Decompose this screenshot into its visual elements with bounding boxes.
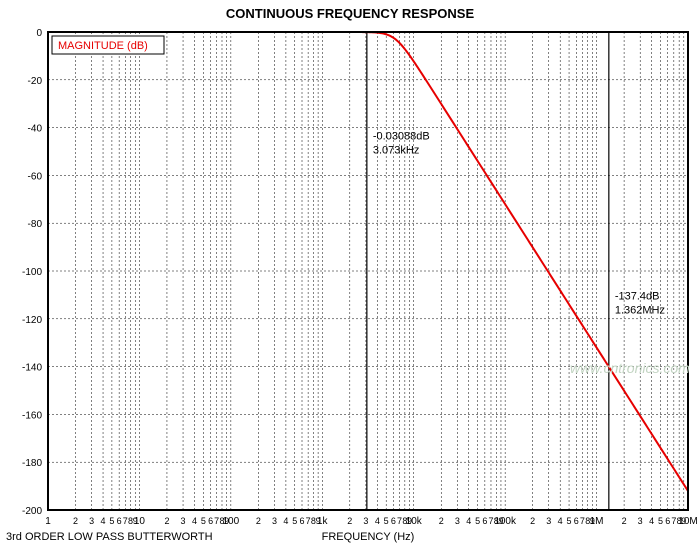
svg-text:100: 100 (223, 516, 240, 527)
chart-title: CONTINUOUS FREQUENCY RESPONSE (226, 6, 475, 21)
svg-text:10: 10 (134, 516, 146, 527)
svg-text:-140: -140 (22, 363, 42, 374)
svg-text:3: 3 (455, 516, 460, 526)
svg-text:7: 7 (671, 516, 676, 526)
bode-plot: CONTINUOUS FREQUENCY RESPONSE12345678910… (0, 0, 700, 555)
svg-text:10k: 10k (406, 516, 423, 527)
x-axis-label: FREQUENCY (Hz) (322, 531, 415, 543)
svg-text:0: 0 (36, 28, 42, 39)
svg-text:2: 2 (530, 516, 535, 526)
svg-text:7: 7 (488, 516, 493, 526)
svg-text:7: 7 (397, 516, 402, 526)
svg-text:-200: -200 (22, 506, 42, 517)
svg-text:2: 2 (347, 516, 352, 526)
svg-text:2: 2 (439, 516, 444, 526)
svg-text:5: 5 (109, 516, 114, 526)
annotation-text: 1.362MHz (615, 305, 665, 317)
svg-text:6: 6 (574, 516, 579, 526)
svg-text:3: 3 (89, 516, 94, 526)
svg-text:7: 7 (214, 516, 219, 526)
svg-text:-160: -160 (22, 410, 42, 421)
svg-text:4: 4 (466, 516, 471, 526)
watermark: www.cntronics.com (570, 360, 690, 376)
svg-text:3: 3 (181, 516, 186, 526)
svg-text:-180: -180 (22, 458, 42, 469)
annotation-text: -137.4dB (615, 291, 660, 303)
svg-text:3: 3 (272, 516, 277, 526)
legend-label: MAGNITUDE (dB) (58, 40, 148, 52)
svg-text:6: 6 (665, 516, 670, 526)
svg-text:5: 5 (567, 516, 572, 526)
svg-text:2: 2 (622, 516, 627, 526)
svg-text:6: 6 (391, 516, 396, 526)
svg-text:6: 6 (299, 516, 304, 526)
svg-text:6: 6 (208, 516, 213, 526)
svg-text:5: 5 (384, 516, 389, 526)
chart-container: CONTINUOUS FREQUENCY RESPONSE12345678910… (0, 0, 700, 555)
svg-text:4: 4 (101, 516, 106, 526)
svg-text:-20: -20 (28, 76, 43, 87)
svg-text:1M: 1M (590, 516, 604, 527)
svg-text:2: 2 (164, 516, 169, 526)
svg-text:1: 1 (45, 516, 51, 527)
svg-text:4: 4 (649, 516, 654, 526)
annotation-text: 3.073kHz (373, 145, 419, 157)
svg-text:5: 5 (201, 516, 206, 526)
svg-text:5: 5 (292, 516, 297, 526)
svg-text:3: 3 (638, 516, 643, 526)
svg-text:3: 3 (363, 516, 368, 526)
svg-text:-80: -80 (28, 219, 43, 230)
svg-text:7: 7 (306, 516, 311, 526)
svg-text:5: 5 (475, 516, 480, 526)
svg-text:2: 2 (73, 516, 78, 526)
svg-text:6: 6 (117, 516, 122, 526)
svg-text:10M: 10M (678, 516, 697, 527)
svg-text:3: 3 (546, 516, 551, 526)
chart-subtitle: 3rd ORDER LOW PASS BUTTERWORTH (6, 531, 213, 543)
annotation-text: -0.03088dB (373, 131, 430, 143)
svg-text:4: 4 (192, 516, 197, 526)
svg-text:2: 2 (256, 516, 261, 526)
svg-text:6: 6 (482, 516, 487, 526)
svg-text:7: 7 (123, 516, 128, 526)
svg-text:-120: -120 (22, 315, 42, 326)
svg-text:-100: -100 (22, 267, 42, 278)
svg-text:100k: 100k (494, 516, 517, 527)
svg-text:7: 7 (580, 516, 585, 526)
svg-text:1k: 1k (317, 516, 329, 527)
svg-text:-40: -40 (28, 124, 43, 135)
svg-text:5: 5 (658, 516, 663, 526)
svg-text:4: 4 (283, 516, 288, 526)
svg-text:-60: -60 (28, 171, 43, 182)
svg-text:4: 4 (558, 516, 563, 526)
svg-text:4: 4 (375, 516, 380, 526)
